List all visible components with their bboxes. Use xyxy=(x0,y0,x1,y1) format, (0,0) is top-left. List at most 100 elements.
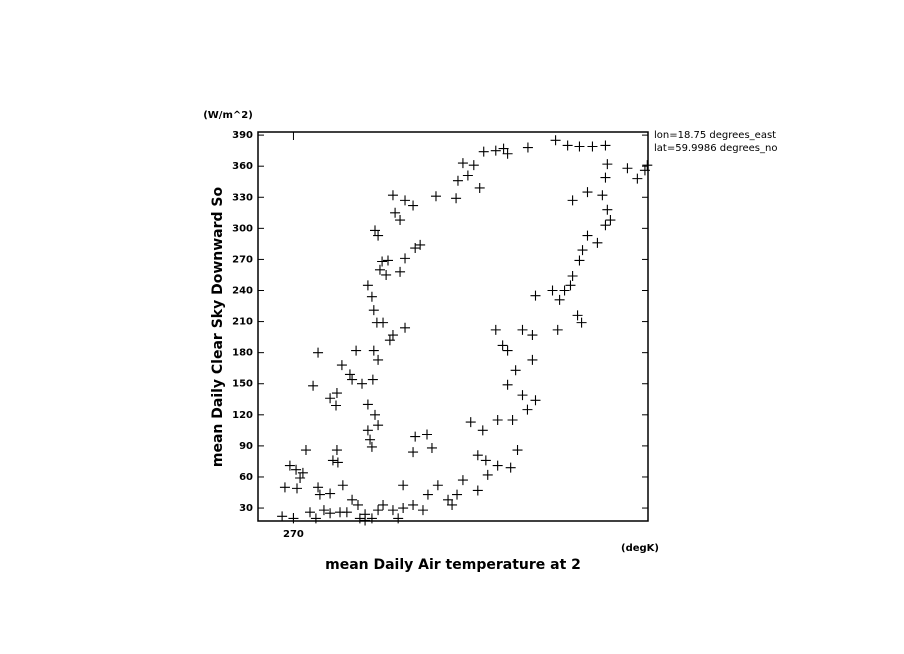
point xyxy=(408,200,419,211)
point xyxy=(331,400,341,411)
point xyxy=(415,239,426,250)
point xyxy=(318,505,329,516)
y-tick-label: 30 xyxy=(239,503,253,514)
point xyxy=(468,160,479,171)
y-tick-label: 180 xyxy=(232,348,253,359)
point xyxy=(295,473,306,484)
point xyxy=(378,499,389,510)
point xyxy=(366,291,377,302)
point xyxy=(370,409,380,420)
point xyxy=(426,442,437,453)
point xyxy=(408,499,419,510)
point xyxy=(530,290,541,301)
point xyxy=(362,280,373,291)
point xyxy=(367,374,378,385)
point xyxy=(400,322,411,333)
x-axis-label: mean Daily Air temperature at 2 xyxy=(325,557,581,573)
y-tick-label: 330 xyxy=(232,192,253,203)
y-tick-label: 300 xyxy=(232,223,253,234)
y-tick-label: 240 xyxy=(232,286,253,297)
point xyxy=(368,305,379,316)
point xyxy=(313,482,324,493)
point xyxy=(366,513,377,524)
point xyxy=(331,445,342,456)
annotations: lon=18.75 degrees_east lat=59.9986 degre… xyxy=(654,130,778,154)
point xyxy=(477,425,488,436)
point xyxy=(370,225,380,236)
point xyxy=(507,414,518,425)
point xyxy=(377,256,388,267)
y-tick-label: 270 xyxy=(232,254,253,265)
y-tick-label: 60 xyxy=(239,472,253,483)
point xyxy=(474,182,485,193)
x-units: (degK) xyxy=(621,543,659,554)
point xyxy=(308,380,319,391)
point xyxy=(600,220,611,231)
point xyxy=(592,237,603,248)
point xyxy=(554,294,565,305)
point xyxy=(422,429,432,440)
point xyxy=(432,480,443,491)
point xyxy=(605,215,616,226)
y-tick-label: 360 xyxy=(232,161,253,172)
point xyxy=(332,457,343,468)
point xyxy=(550,135,561,146)
point xyxy=(325,508,336,519)
point xyxy=(331,388,342,399)
y-tick-label: 210 xyxy=(232,317,253,328)
point xyxy=(410,431,421,442)
point xyxy=(387,330,398,341)
point xyxy=(639,165,650,176)
point xyxy=(642,160,653,171)
point xyxy=(297,467,308,478)
y-tick-label: 150 xyxy=(232,379,253,390)
point xyxy=(530,395,541,406)
point xyxy=(314,489,325,500)
point xyxy=(465,417,476,428)
point xyxy=(600,172,611,183)
point xyxy=(452,489,463,500)
y-tick-label: 90 xyxy=(239,441,253,452)
point xyxy=(384,335,395,346)
point xyxy=(490,145,501,156)
point xyxy=(582,230,593,241)
point xyxy=(565,280,576,291)
point xyxy=(417,505,428,516)
point xyxy=(597,190,608,201)
point xyxy=(574,141,585,152)
point xyxy=(383,255,393,266)
point xyxy=(374,264,385,275)
point xyxy=(351,345,362,356)
point xyxy=(284,460,295,471)
point xyxy=(482,469,493,480)
point xyxy=(360,515,371,526)
point xyxy=(305,507,315,518)
point xyxy=(600,140,611,151)
point xyxy=(341,507,352,518)
point xyxy=(632,173,643,184)
point xyxy=(288,513,299,524)
point xyxy=(522,404,533,415)
point xyxy=(362,425,373,436)
point xyxy=(512,445,523,456)
point xyxy=(373,420,384,431)
point xyxy=(472,485,483,496)
point xyxy=(478,146,489,157)
point xyxy=(400,253,411,264)
point xyxy=(492,460,503,471)
point xyxy=(362,399,373,410)
point xyxy=(378,317,389,328)
point xyxy=(552,324,563,335)
point xyxy=(502,148,513,159)
point xyxy=(430,191,441,202)
point xyxy=(451,193,462,204)
point xyxy=(325,393,336,404)
point xyxy=(497,340,508,351)
point xyxy=(622,163,633,174)
point xyxy=(408,447,419,458)
point xyxy=(498,143,509,154)
point xyxy=(559,285,570,296)
point xyxy=(527,354,538,365)
point xyxy=(577,245,588,256)
